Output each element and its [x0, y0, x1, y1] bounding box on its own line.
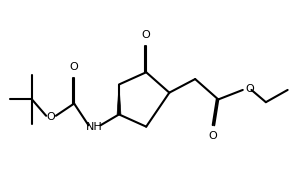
Text: O: O [47, 112, 55, 122]
Text: O: O [70, 62, 79, 72]
Text: NH: NH [86, 122, 103, 132]
Text: O: O [208, 131, 217, 141]
Text: O: O [245, 84, 254, 94]
Polygon shape [117, 84, 121, 114]
Text: O: O [142, 30, 151, 40]
